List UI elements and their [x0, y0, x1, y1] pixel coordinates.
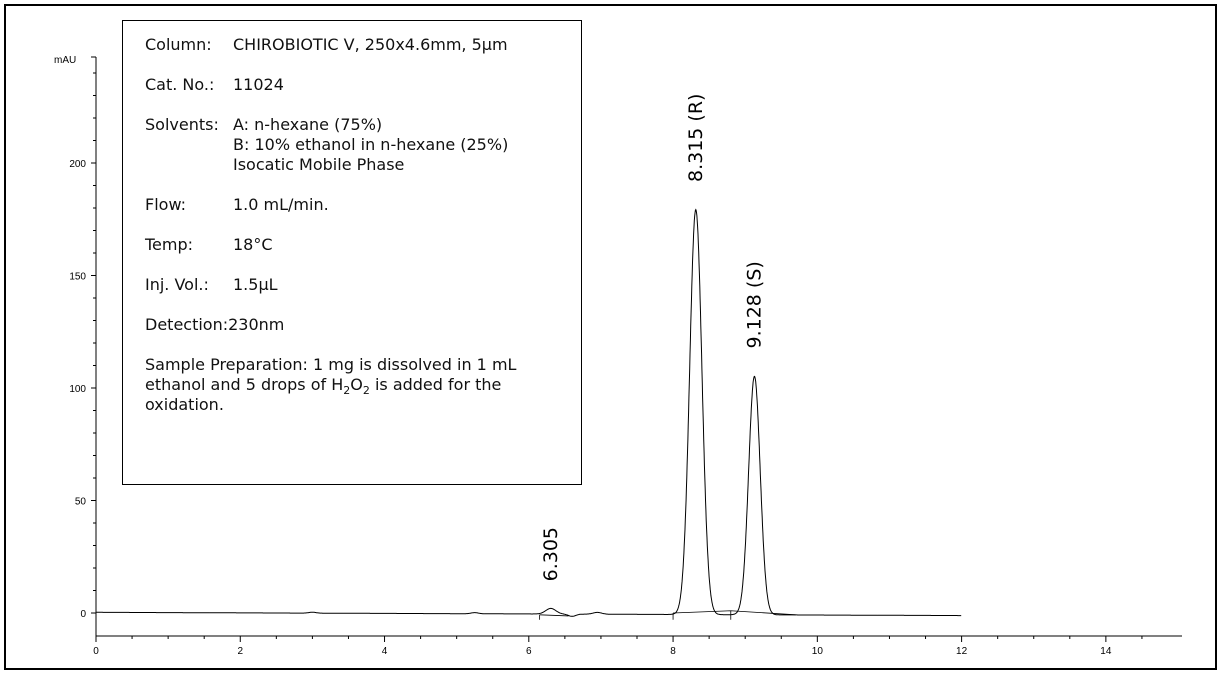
- x-tick-label: 10: [812, 646, 824, 657]
- column-value: CHIROBIOTIC V, 250x4.6mm, 5μm: [233, 35, 508, 54]
- axes: 0 50 100 150 200 mAU 0 2 4 6 8 10 12 14: [54, 55, 1182, 657]
- x-tick-label: 12: [956, 646, 968, 657]
- sample-text-3: is added for the oxidation.: [145, 375, 502, 414]
- solvent-a: A: n-hexane (75%): [233, 115, 383, 134]
- peak-label: 8.315 (R): [685, 94, 707, 182]
- y-axis-title: mAU: [54, 55, 76, 66]
- x-tick-label: 4: [382, 646, 388, 657]
- y-tick-label: 200: [69, 159, 86, 170]
- sample-subscript-1: 2: [343, 384, 351, 398]
- sample-subscript-2: 2: [362, 384, 370, 398]
- method-info-box: Column: CHIROBIOTIC V, 250x4.6mm, 5μm Ca…: [122, 20, 582, 485]
- x-tick-label: 14: [1100, 646, 1112, 657]
- sample-text-2: O: [350, 375, 363, 394]
- mobile-phase: Isocatic Mobile Phase: [233, 155, 405, 174]
- y-tick-label: 150: [69, 272, 86, 283]
- cat-no-value: 11024: [233, 75, 284, 94]
- flow-value: 1.0 mL/min.: [233, 195, 329, 214]
- column-key: Column:: [145, 35, 212, 54]
- inj-vol-key: Inj. Vol.:: [145, 275, 209, 294]
- sample-preparation: Sample Preparation: 1 mg is dissolved in…: [145, 355, 581, 415]
- inj-vol-value: 1.5μL: [233, 275, 278, 294]
- cat-no-key: Cat. No.:: [145, 75, 215, 94]
- x-tick-label: 6: [526, 646, 532, 657]
- y-tick-label: 100: [69, 384, 86, 395]
- flow-key: Flow:: [145, 195, 187, 214]
- peak-labels: 6.305 8.315 (R) 9.128 (S): [540, 94, 766, 582]
- detection-value: 230nm: [228, 315, 285, 334]
- x-tick-label: 8: [670, 646, 676, 657]
- y-tick-label: 50: [75, 497, 87, 508]
- x-tick-label: 0: [93, 646, 99, 657]
- trace-layer: [96, 208, 962, 620]
- sample-text-1: Sample Preparation: 1 mg is dissolved in…: [145, 355, 517, 394]
- solvent-b: B: 10% ethanol in n-hexane (25%): [233, 135, 509, 154]
- solvents-key: Solvents:: [145, 115, 219, 134]
- x-tick-label: 2: [237, 646, 243, 657]
- peak-label: 6.305: [540, 527, 562, 581]
- signal-trace: [96, 208, 962, 617]
- peak-label: 9.128 (S): [743, 261, 765, 348]
- detection-key: Detection:: [145, 315, 229, 334]
- temp-value: 18°C: [233, 235, 273, 254]
- baseline-peak-1: [539, 614, 569, 617]
- y-tick-label: 0: [80, 609, 86, 620]
- temp-key: Temp:: [145, 235, 194, 254]
